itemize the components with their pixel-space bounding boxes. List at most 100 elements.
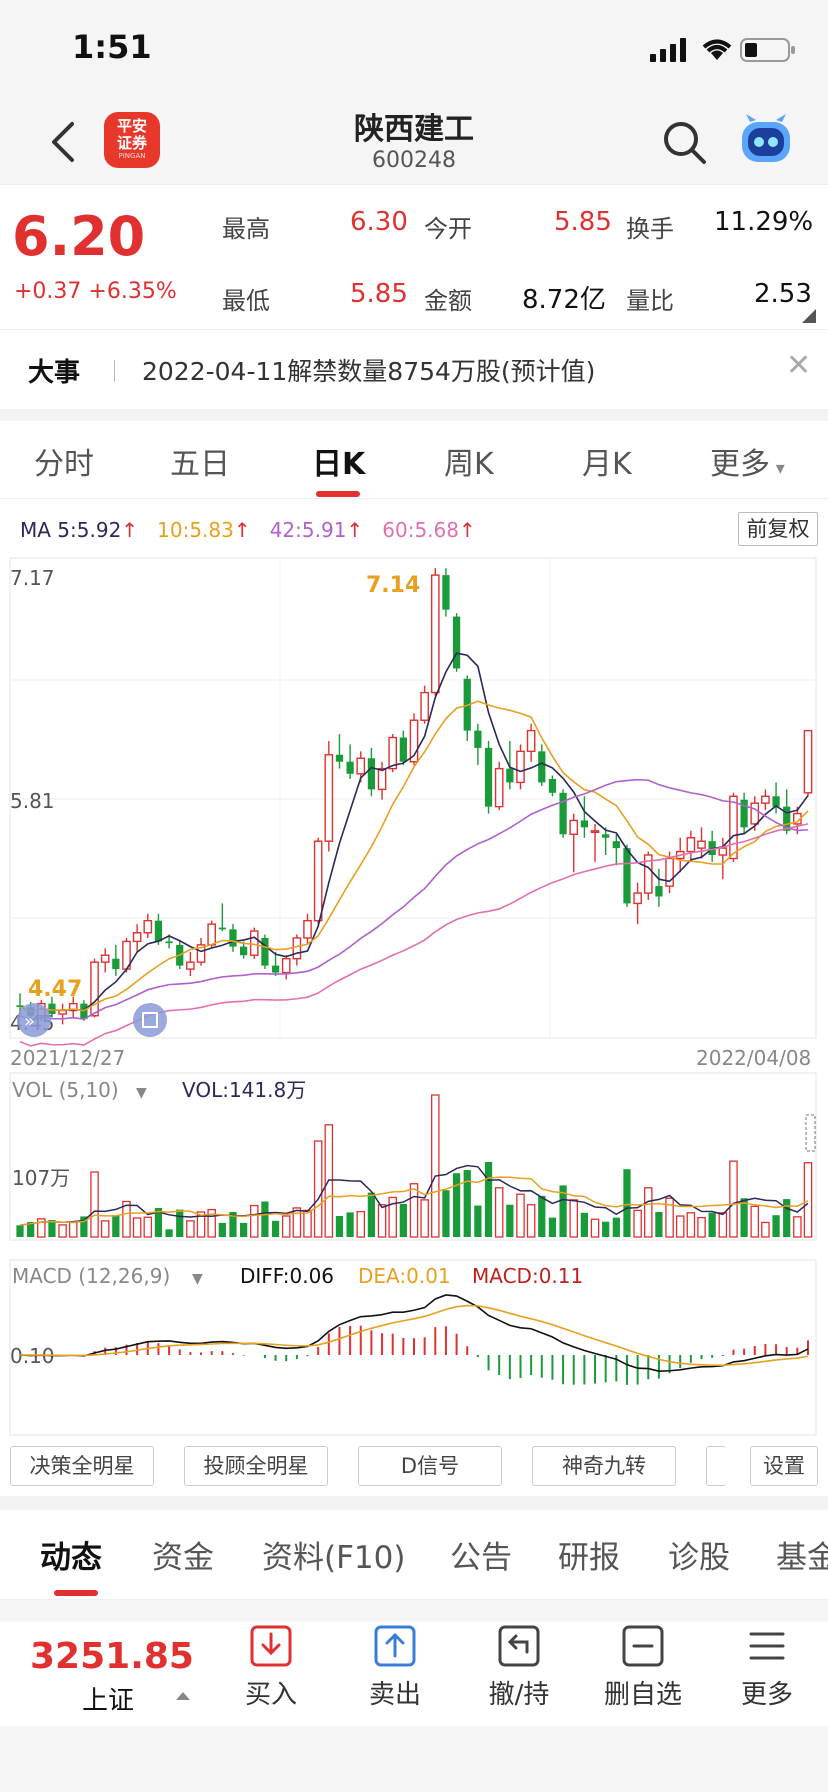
remove-watchlist-button[interactable]: 删自选 — [588, 1624, 698, 1711]
up-arrow-icon: ↑ — [458, 518, 476, 542]
price-panel-frame — [9, 557, 817, 1039]
volume-axis-label: 107万 — [12, 1166, 70, 1190]
turnover-value: 11.29% — [714, 207, 814, 237]
adjust-mode-button[interactable]: 前复权 — [738, 512, 818, 546]
candle-body — [729, 795, 738, 860]
dea-value: DEA:0.01 — [358, 1264, 451, 1288]
candle-body — [633, 892, 642, 905]
candle-body — [186, 961, 195, 970]
volume-bar — [58, 1224, 67, 1238]
event-banner[interactable]: 大事 2022-04-11解禁数量8754万股(预计值) ✕ — [0, 329, 828, 409]
candle-body — [377, 767, 387, 791]
info-tabs: 动态 资金 资料(F10) 公告 研报 诊股 基金 — [0, 1510, 828, 1600]
tab-funds[interactable]: 资金 — [152, 1540, 214, 1576]
candle-body — [569, 819, 579, 835]
volume-bar — [229, 1211, 237, 1237]
candle-body — [750, 802, 760, 825]
candle-body — [207, 923, 216, 946]
ma5-line — [19, 652, 809, 1013]
volume-bar — [506, 1204, 514, 1237]
volume-bar — [442, 1190, 450, 1237]
candle-body — [218, 927, 226, 930]
low-label: 最低 — [222, 287, 270, 315]
volume-value: VOL:141.8万 — [182, 1078, 306, 1102]
expand-corner-icon[interactable] — [802, 309, 816, 323]
more-button[interactable]: 更多 — [712, 1624, 822, 1711]
up-arrow-icon: ↑ — [121, 518, 139, 542]
caret-up-icon[interactable] — [176, 1692, 190, 1700]
robot-assistant-icon[interactable] — [736, 110, 796, 170]
volume-bar — [27, 1222, 35, 1237]
volume-bar — [356, 1210, 366, 1238]
volume-bar — [431, 1094, 440, 1238]
volume-panel-frame — [9, 1072, 817, 1241]
candle-body — [346, 761, 354, 774]
tab-five-day[interactable]: 五日 — [170, 447, 230, 482]
settings-button[interactable]: 设置 — [750, 1446, 818, 1486]
macd-indicator-label[interactable]: MACD (12,26,9) — [12, 1264, 170, 1288]
hidden-indicator-button[interactable] — [706, 1446, 726, 1486]
volume-indicator-label[interactable]: VOL (5,10) — [12, 1078, 119, 1102]
tab-announcements[interactable]: 公告 — [450, 1540, 512, 1576]
tab-f10[interactable]: 资料(F10) — [262, 1540, 406, 1576]
tab-fund[interactable]: 基金 — [776, 1540, 828, 1576]
tab-monthly-k[interactable]: 月K — [582, 447, 632, 482]
candle-body — [526, 729, 536, 753]
scroll-left-icon[interactable] — [17, 1003, 51, 1037]
candle-body — [559, 792, 567, 835]
buy-button[interactable]: 买入 — [216, 1624, 326, 1711]
candlestick-chart[interactable]: 7.17 5.81 4.45 7.14 4.47 » 2021/12/27 20… — [0, 555, 828, 1440]
candle-body — [165, 941, 173, 944]
decision-star-button[interactable]: 决策全明星 — [10, 1446, 154, 1486]
sell-button[interactable]: 卖出 — [340, 1624, 450, 1711]
volume-bar — [335, 1216, 344, 1237]
candle-body — [612, 841, 620, 849]
tab-more[interactable]: 更多 ▾ — [710, 439, 785, 483]
tab-news[interactable]: 动态 — [40, 1540, 102, 1576]
vol-ratio-label: 量比 — [626, 287, 674, 315]
stock-code: 600248 — [372, 148, 456, 173]
volume-bar — [409, 1183, 419, 1238]
tab-intraday[interactable]: 分时 — [34, 447, 94, 482]
volume-bar — [612, 1217, 620, 1237]
volume-bar — [399, 1203, 407, 1237]
candle-body — [154, 920, 163, 942]
open-label: 今开 — [424, 215, 472, 243]
close-icon[interactable]: ✕ — [786, 348, 812, 383]
volume-bar — [580, 1212, 588, 1237]
index-value[interactable]: 3251.85 — [30, 1636, 194, 1677]
low-value: 5.85 — [350, 279, 408, 309]
amount-label: 金额 — [424, 287, 472, 315]
volume-bar — [249, 1204, 259, 1238]
volume-bar — [37, 1218, 46, 1238]
high-label: 最高 — [222, 215, 270, 243]
back-icon[interactable] — [44, 118, 84, 166]
candle-body — [474, 730, 482, 748]
volume-bar — [143, 1216, 153, 1238]
tab-daily-k[interactable]: 日K — [312, 447, 366, 482]
cancel-hold-button[interactable]: 撤/持 — [464, 1624, 574, 1711]
broker-logo[interactable]: 平安 证券 PINGAN — [104, 112, 160, 168]
volume-bar — [112, 1215, 120, 1237]
tab-weekly-k[interactable]: 周K — [444, 447, 494, 482]
section-gap — [0, 409, 828, 421]
high-value: 6.30 — [350, 207, 408, 237]
sell-label: 卖出 — [368, 1680, 421, 1710]
tab-research[interactable]: 研报 — [558, 1540, 620, 1576]
index-name[interactable]: 上证 — [82, 1686, 135, 1716]
volume-bar — [176, 1209, 184, 1237]
tab-diagnosis[interactable]: 诊股 — [668, 1540, 730, 1576]
d-signal-button[interactable]: D信号 — [358, 1446, 502, 1486]
search-icon[interactable] — [660, 118, 708, 166]
candle-body — [548, 778, 557, 793]
active-tab-indicator — [54, 1590, 98, 1596]
ma-legend: MA 5:5.92↑ 10:5.83↑ 42:5.91↑ 60:5.68↑ — [20, 518, 476, 542]
drawing-tool-icon[interactable] — [133, 1003, 167, 1037]
magic-nine-button[interactable]: 神奇九转 — [532, 1446, 676, 1486]
volume-bar — [100, 1220, 110, 1238]
advisor-star-button[interactable]: 投顾全明星 — [184, 1446, 328, 1486]
volume-bar — [643, 1187, 653, 1238]
candle-body — [686, 837, 696, 853]
candle-body — [48, 1003, 56, 1014]
volume-bar — [675, 1215, 685, 1238]
